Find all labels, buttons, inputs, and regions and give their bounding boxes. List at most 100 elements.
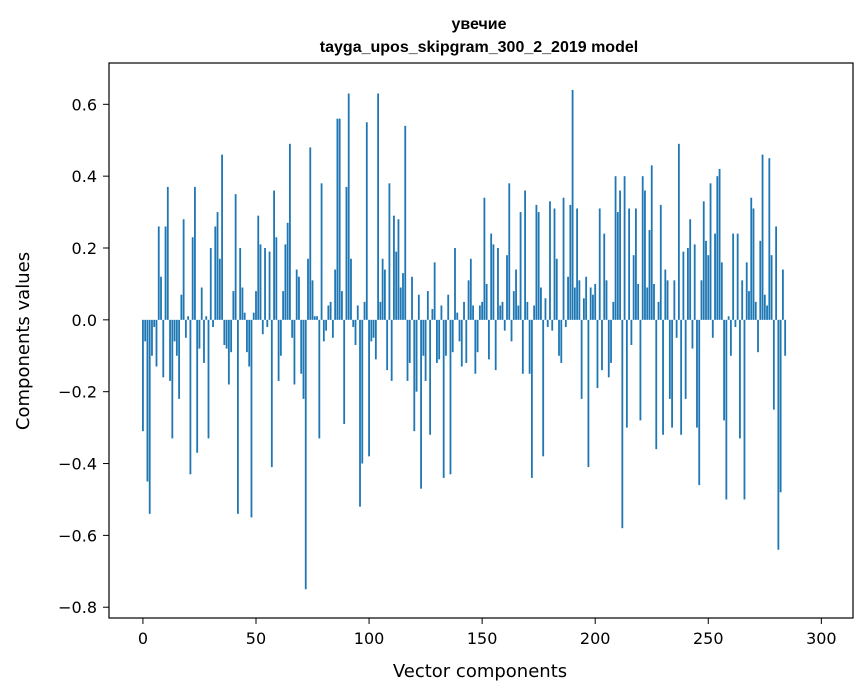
bar-221: [641, 176, 644, 320]
bar-119: [411, 276, 413, 320]
bar-43: [239, 248, 242, 320]
bar-261: [732, 233, 735, 320]
bar-146: [472, 305, 474, 320]
bar-219: [637, 283, 640, 320]
bar-189: [569, 204, 572, 320]
x-tick-label: 300: [806, 629, 837, 648]
bar-64: [286, 222, 289, 320]
bar-87: [338, 118, 341, 320]
bar-255: [718, 168, 721, 320]
bar-105: [379, 301, 382, 320]
bar-251: [709, 183, 712, 320]
bar-123: [420, 319, 422, 489]
bar-162: [508, 183, 511, 320]
y-tick-label: −0.4: [58, 455, 97, 474]
bar-138: [454, 248, 456, 320]
bar-180: [549, 201, 551, 320]
bar-248: [702, 201, 705, 320]
bar-176: [540, 287, 542, 320]
bar-232: [666, 280, 669, 320]
x-tick-label: 150: [467, 629, 498, 648]
bar-183: [555, 258, 558, 320]
bar-171: [528, 319, 531, 374]
bar-110: [390, 319, 393, 381]
x-axis-label: Vector components: [393, 661, 567, 682]
bar-5: [153, 319, 156, 328]
bar-51: [257, 215, 260, 320]
bar-3: [148, 319, 151, 514]
bar-272: [757, 319, 759, 353]
bar-258: [725, 319, 728, 500]
bar-15: [175, 319, 178, 356]
bar-276: [766, 305, 768, 320]
y-tick-label: −0.8: [58, 598, 97, 617]
bar-71: [302, 319, 305, 399]
bar-214: [625, 319, 628, 428]
bar-148: [476, 319, 479, 353]
bar-196: [585, 276, 588, 320]
bar-36: [223, 319, 226, 345]
bar-218: [635, 208, 637, 320]
bar-193: [578, 280, 581, 320]
bar-179: [546, 319, 549, 328]
bar-75: [311, 280, 314, 320]
bar-68: [295, 269, 298, 320]
bar-77: [316, 316, 318, 320]
bar-220: [639, 319, 642, 421]
x-tick-label: 200: [580, 629, 611, 648]
bar-199: [592, 294, 594, 320]
bar-96: [359, 319, 361, 507]
bar-190: [571, 89, 574, 320]
bar-14: [173, 319, 176, 342]
bar-12: [169, 319, 171, 381]
bar-49: [252, 312, 255, 320]
bar-168: [521, 319, 524, 374]
bar-47: [248, 319, 251, 367]
bar-97: [361, 319, 364, 464]
y-tick-label: 0.0: [72, 311, 97, 330]
bar-101: [370, 319, 373, 342]
bar-252: [711, 319, 714, 338]
bar-269: [750, 197, 753, 320]
bar-169: [524, 190, 526, 320]
bar-213: [623, 176, 626, 320]
bar-134: [445, 319, 447, 356]
bar-149: [478, 305, 481, 320]
bar-241: [687, 248, 689, 320]
bar-280: [775, 226, 778, 320]
y-tick-label: 0.4: [72, 167, 97, 186]
bar-275: [763, 294, 766, 320]
bar-120: [413, 319, 416, 432]
bar-23: [194, 186, 196, 320]
bar-254: [716, 176, 719, 320]
bar-215: [628, 208, 631, 320]
bar-284: [784, 319, 787, 356]
bar-54: [264, 248, 266, 320]
bars-group: [142, 89, 787, 590]
bar-31: [212, 319, 214, 328]
bar-102: [372, 319, 375, 338]
bar-262: [734, 319, 737, 328]
bar-283: [781, 269, 784, 320]
bar-207: [610, 319, 612, 363]
bar-30: [209, 248, 212, 320]
bar-73: [307, 258, 309, 320]
bar-130: [436, 319, 438, 363]
bar-76: [313, 316, 316, 320]
bar-151: [483, 197, 486, 320]
bar-201: [596, 319, 599, 389]
y-axis-ticks: −0.8 −0.6 −0.4 −0.2 0.0 0.2 0.4 0.6: [58, 95, 109, 617]
bar-206: [607, 319, 610, 378]
bar-28: [205, 316, 208, 320]
bar-21: [189, 319, 192, 475]
bar-274: [761, 154, 764, 320]
bar-259: [727, 316, 730, 320]
bar-247: [700, 280, 703, 320]
bar-203: [601, 319, 603, 371]
bar-204: [603, 233, 606, 320]
bar-208: [612, 301, 615, 320]
x-tick-label: 0: [138, 629, 148, 648]
bar-7: [157, 226, 160, 320]
bar-235: [673, 280, 676, 320]
bar-118: [408, 319, 411, 363]
